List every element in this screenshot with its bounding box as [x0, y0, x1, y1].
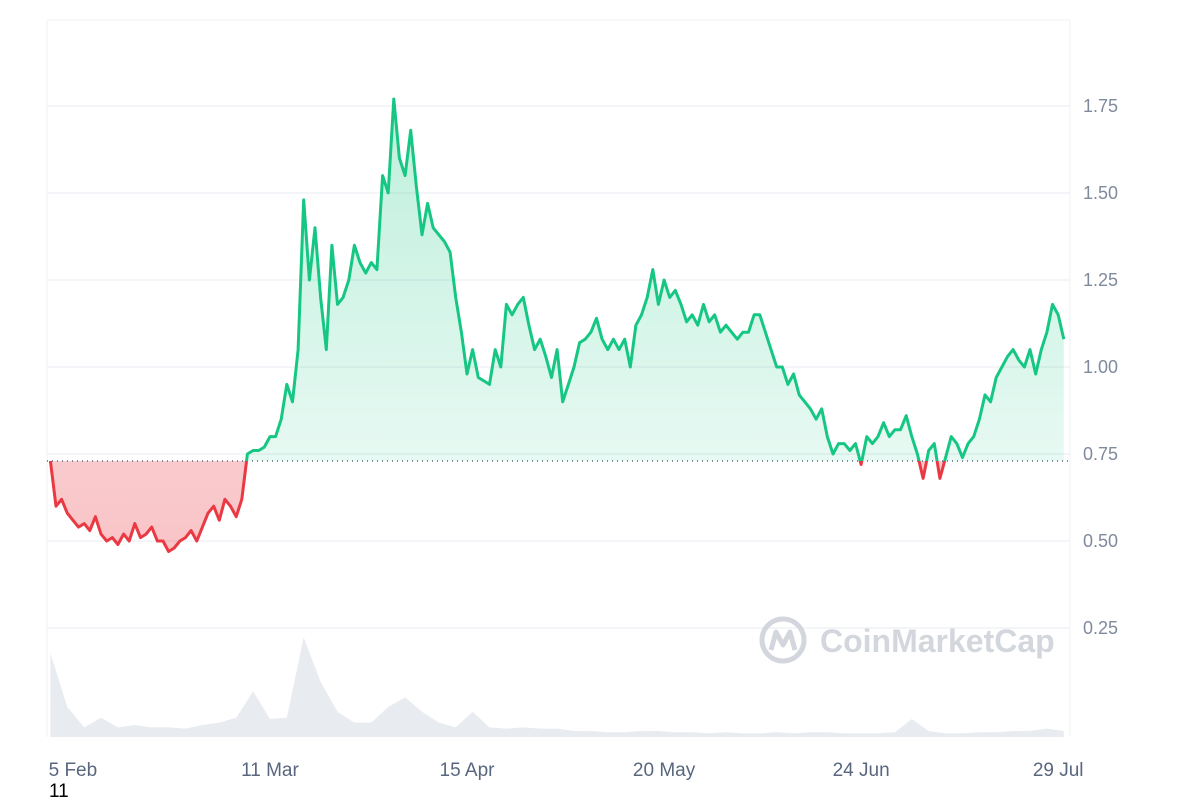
watermark-text: CoinMarketCap	[820, 623, 1055, 659]
watermark-logo-mark	[768, 629, 798, 651]
area-above	[246, 99, 1064, 461]
price-line-above	[50, 97, 1066, 461]
y-tick-label: 1.50	[1083, 183, 1118, 203]
x-tick-label: 20 May	[633, 760, 696, 781]
y-tick-label: 1.00	[1083, 357, 1118, 377]
y-tick-label: 0.25	[1083, 618, 1118, 638]
footer-text: 11	[49, 781, 69, 800]
watermark: CoinMarketCap	[759, 616, 1055, 664]
watermark-logo	[759, 616, 807, 664]
y-tick-label: 1.75	[1083, 96, 1118, 116]
price-line-below	[48, 460, 947, 553]
y-tick-label: 0.75	[1083, 444, 1118, 464]
y-tick-label: 1.25	[1083, 270, 1118, 290]
x-tick-label: 5 Feb	[49, 760, 98, 781]
area-below	[50, 460, 1064, 552]
x-tick-label: 15 Apr	[440, 760, 496, 781]
y-tick-label: 0.50	[1083, 531, 1118, 551]
x-tick-label: 24 Jun	[833, 760, 890, 781]
x-tick-label: 11 Mar	[241, 760, 299, 781]
volume-area	[50, 637, 1064, 737]
x-tick-label: 29 Jul	[1033, 760, 1084, 781]
